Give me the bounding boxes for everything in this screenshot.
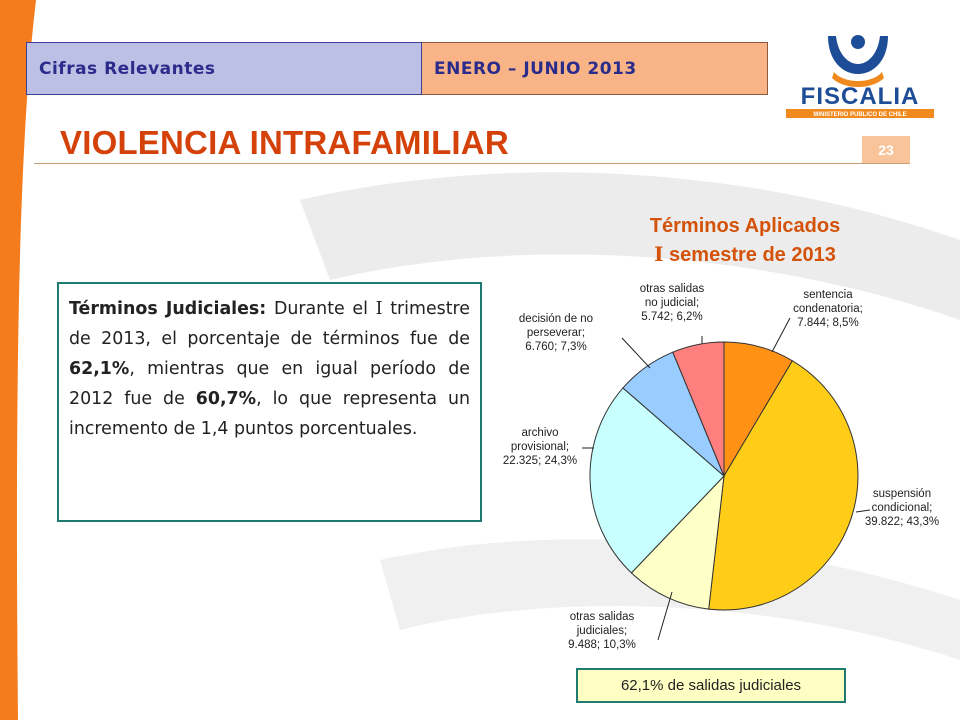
- chart-title-semester: semestre de 2013: [663, 244, 836, 266]
- pie-leader-line: [621, 337, 651, 369]
- judicial-outcomes-note: 62,1% de salidas judiciales: [576, 668, 846, 703]
- summary-text-2: trimestre de 2013, el porcentaje de térm…: [69, 299, 470, 349]
- gray-watermark-arc: [300, 172, 960, 320]
- period-header: ENERO – JUNIO 2013: [422, 42, 768, 95]
- pie-label: otras salidas judiciales; 9.488; 10,3%: [568, 611, 636, 651]
- pie-leader-line: [855, 509, 871, 513]
- pie-slice-suspensi-n-condicional: [708, 360, 859, 611]
- pie-leader-line: [771, 317, 791, 353]
- summary-lead: Términos Judiciales:: [69, 299, 267, 319]
- pie-labels: sentencia condenatoria; 7.844; 8,5% suspens…: [503, 283, 939, 651]
- title-divider: [34, 163, 910, 164]
- pie-leader-line: [657, 591, 673, 641]
- pie-slice-otras-salidas-no-judicial: [672, 341, 725, 477]
- summary-text-1: Durante el: [266, 299, 376, 319]
- pie-leader-lines: [582, 317, 871, 641]
- pie-slices: [589, 341, 859, 611]
- summary-text-4: , lo que representa un incremento de 1,4…: [69, 389, 470, 439]
- chart-title: Términos Aplicados I semestre de 2013: [600, 212, 890, 269]
- summary-text-box: Términos Judiciales: Durante el I trimes…: [57, 282, 482, 522]
- page-title: VIOLENCIA INTRAFAMILIAR: [60, 124, 509, 161]
- summary-text-3: , mientras que en igual período de 2012 …: [69, 359, 470, 409]
- summary-roman: I: [375, 299, 383, 319]
- chart-title-roman: I: [654, 242, 664, 266]
- section-header: Cifras Relevantes: [26, 42, 422, 95]
- pie-label: archivo provisional; 22.325; 24,3%: [503, 427, 577, 467]
- chart-title-line2: I semestre de 2013: [600, 240, 890, 269]
- pie-label: sentencia condenatoria; 7.844; 8,5%: [793, 289, 863, 329]
- logo-subtitle: MINISTERIO PUBLICO DE CHILE: [813, 112, 906, 118]
- pie-slice-archivo-provisional: [589, 387, 725, 574]
- pie-label: otras salidas no judicial; 5.742; 6,2%: [640, 283, 705, 323]
- logo-wordmark: FISCALIA: [801, 83, 920, 110]
- summary-pct-2013: 62,1%: [69, 359, 130, 379]
- pie-label: suspensión condicional; 39.822; 43,3%: [865, 488, 939, 528]
- orange-swoosh: [0, 0, 36, 720]
- fiscalia-logo: FISCALIA MINISTERIO PUBLICO DE CHILE: [786, 35, 934, 118]
- slide-number: 23: [862, 136, 910, 163]
- chart-title-line1: Términos Aplicados: [649, 215, 841, 237]
- summary-pct-2012: 60,7%: [195, 389, 257, 409]
- pie-label: decisión de no perseverar; 6.760; 7,3%: [519, 313, 593, 353]
- pie-slice-otras-salidas-judiciales: [630, 474, 725, 610]
- logo-emblem: [828, 35, 888, 87]
